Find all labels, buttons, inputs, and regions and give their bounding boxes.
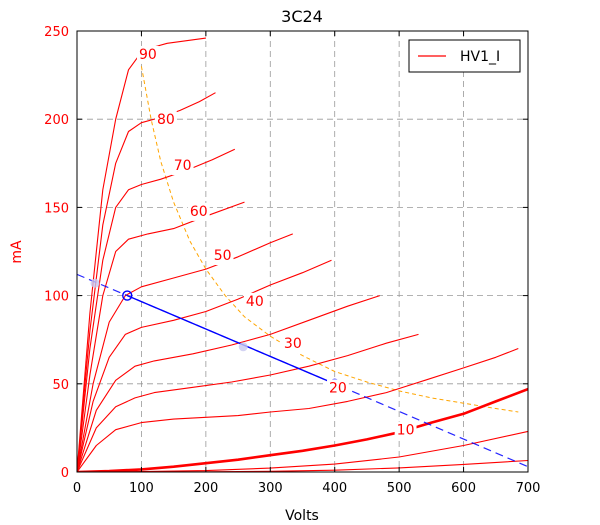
plate-curve-grid-50	[77, 233, 294, 472]
plate-curve-grid-20	[77, 333, 419, 472]
curve-label-bg-20	[327, 379, 349, 398]
plot-frame	[76, 30, 529, 473]
plate-curve-grid-0	[77, 387, 528, 472]
curve-label-10: 10	[397, 423, 415, 439]
grid	[77, 31, 528, 472]
y-axis-label: mA	[9, 240, 25, 264]
curve-label-40: 40	[246, 294, 264, 310]
chart-title: 3C24	[281, 7, 323, 26]
curve-label-bg-60	[187, 202, 210, 221]
curve-label-bg-80	[154, 111, 177, 130]
load-line-solid	[127, 294, 335, 385]
curve-label-bg-30	[281, 335, 304, 354]
curve-label-bg-40	[243, 292, 266, 311]
curve-label-30: 30	[284, 336, 302, 352]
plate-curve-grid-80	[77, 92, 216, 472]
curve-label-90: 90	[139, 47, 157, 63]
y-tick-label-0: 0	[61, 466, 69, 481]
plate-curve-grid-30	[77, 295, 380, 472]
curve-label-bg-90	[136, 45, 159, 64]
curve-label-bg-10	[394, 421, 417, 440]
x-tick-label-400: 400	[322, 481, 347, 496]
legend: HV1_I	[408, 39, 521, 73]
x-tick-label-600: 600	[451, 481, 476, 496]
curve-label-60: 60	[190, 204, 208, 220]
curve-label-bg-70	[171, 157, 194, 176]
x-axis-label: Volts	[285, 508, 319, 524]
plate-curve-grid-70	[77, 148, 236, 472]
y-tick-label-200: 200	[44, 113, 69, 128]
legend-entry-hv1-i: HV1_I	[460, 49, 500, 65]
curve-label-80: 80	[157, 112, 175, 128]
x-tick-label-500: 500	[387, 481, 412, 496]
curve-label-50: 50	[214, 248, 232, 264]
load-line-faint-marker-0	[90, 278, 100, 288]
power-limit-curve	[140, 66, 519, 413]
y-tick-label-50: 50	[52, 378, 69, 393]
curve-label-bg-50	[211, 247, 234, 266]
y-tick-label-150: 150	[44, 201, 69, 216]
y-tick-label-100: 100	[44, 290, 69, 305]
load-line-marker-0	[122, 290, 133, 301]
axis-ticks: 0 100 200 300 400 500 600 700 0 50 100 150 200 250	[44, 25, 540, 496]
x-tick-label-200: 200	[193, 481, 218, 496]
curve-labels: 90 80 70 60 50 40 30 20 10	[136, 45, 417, 440]
x-tick-label-700: 700	[516, 481, 541, 496]
y-tick-label-250: 250	[44, 25, 69, 40]
plate-curve-grid-40	[77, 259, 332, 472]
x-tick-label-0: 0	[73, 481, 81, 496]
curve-label-20: 20	[329, 380, 347, 396]
plot-background	[77, 31, 528, 472]
x-tick-label-300: 300	[258, 481, 283, 496]
load-line-faint-marker-1	[238, 342, 248, 352]
x-tick-label-100: 100	[129, 481, 154, 496]
load-line-dashed	[77, 273, 528, 468]
curve-label-70: 70	[174, 158, 192, 174]
plate-curve-grid-10	[77, 347, 519, 472]
